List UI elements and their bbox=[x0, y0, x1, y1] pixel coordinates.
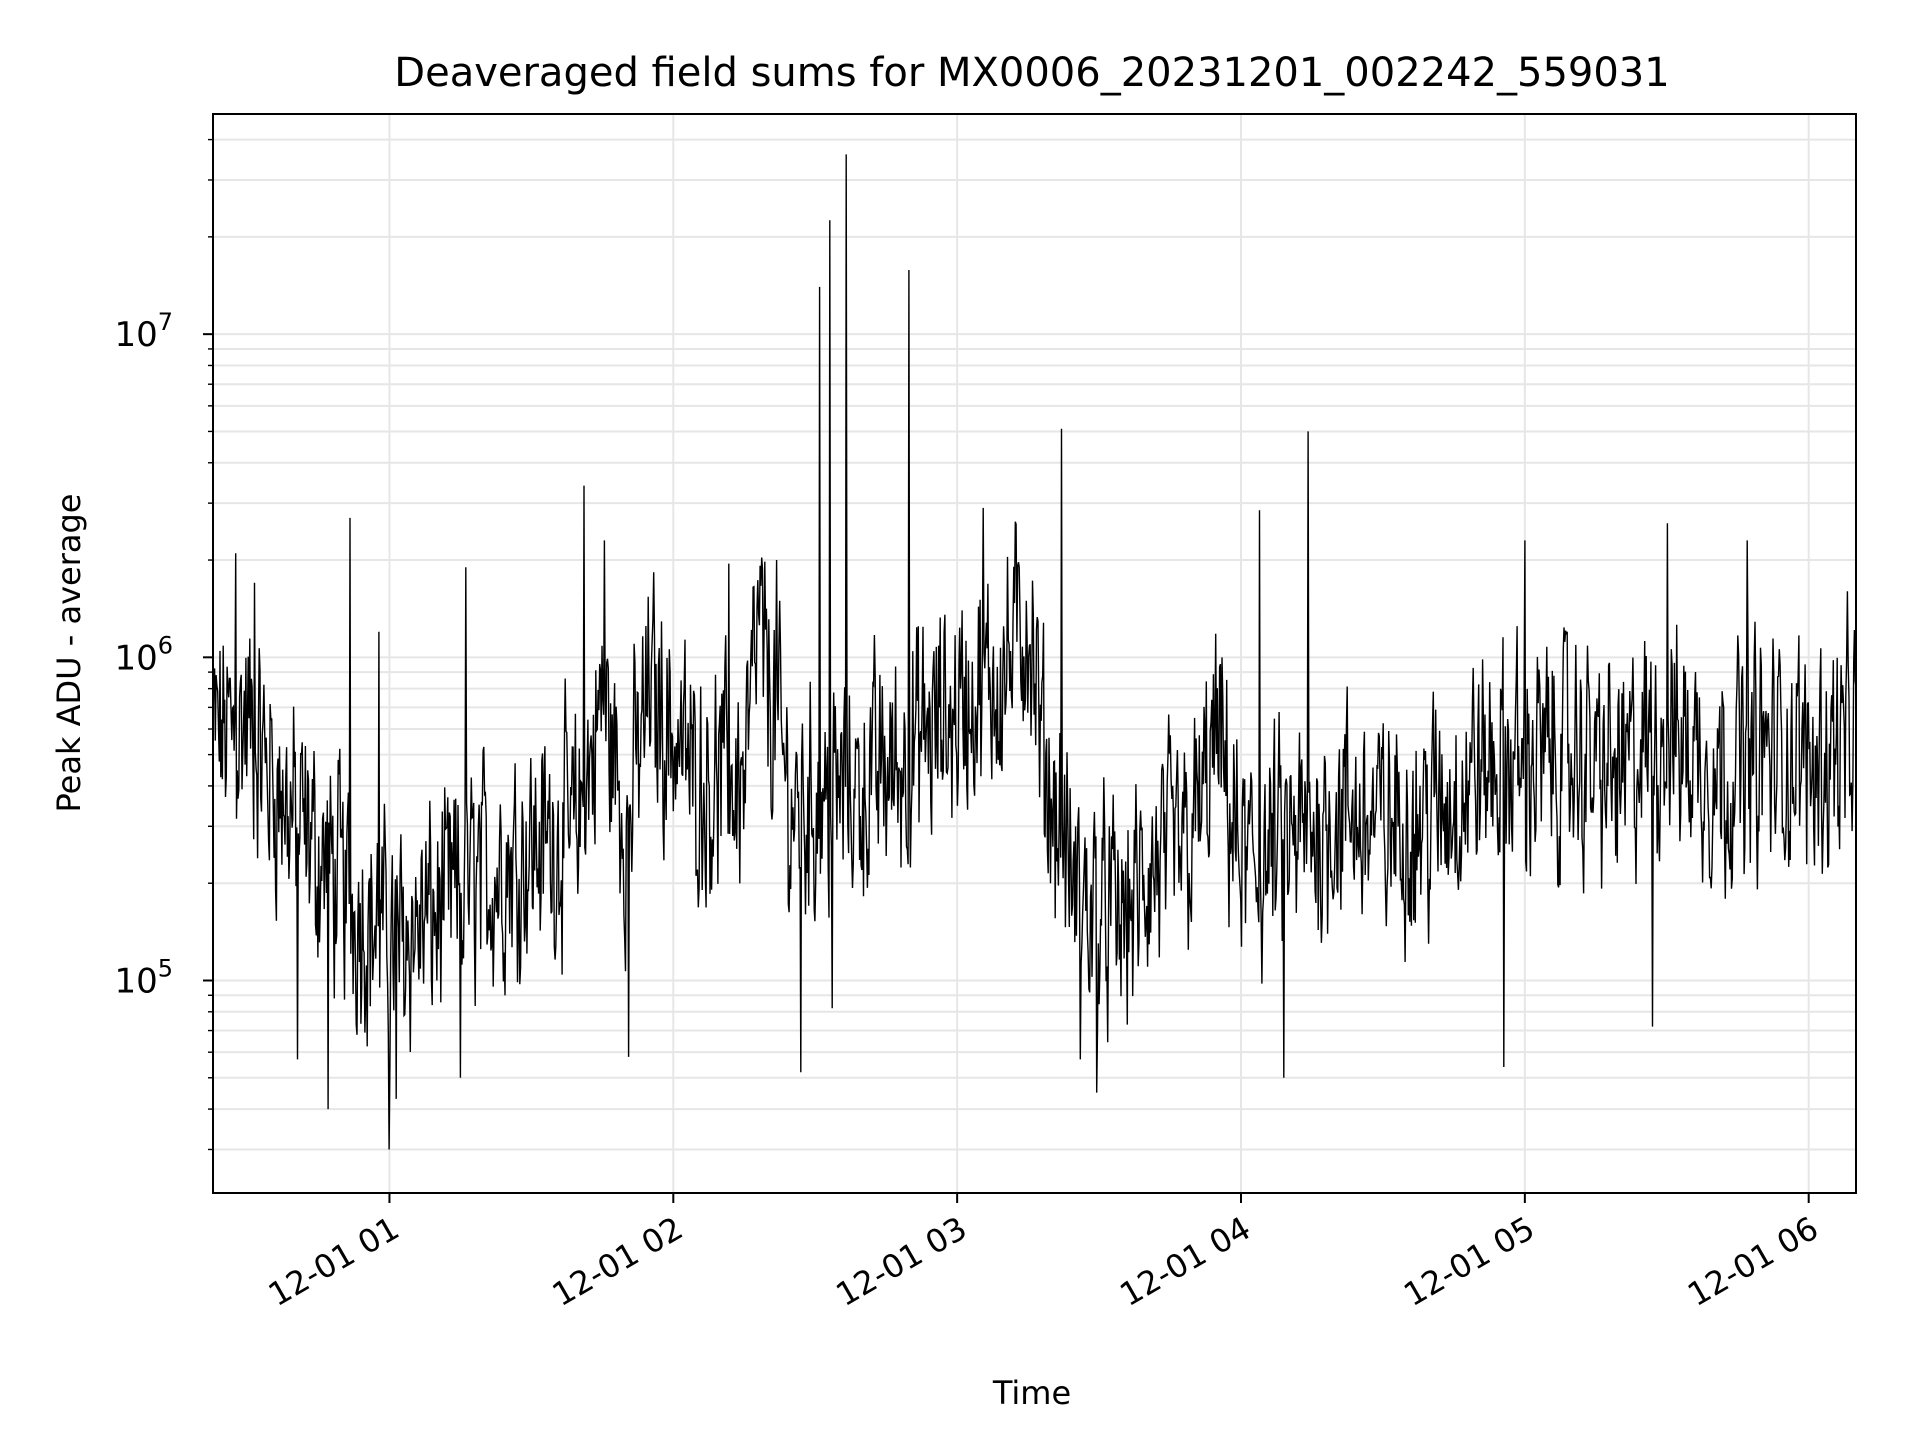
x-tick-label: 12-01 01 bbox=[262, 1209, 406, 1314]
x-tick-label: 12-01 04 bbox=[1113, 1209, 1257, 1314]
chart-title: Deaveraged field sums for MX0006_2023120… bbox=[394, 50, 1669, 96]
x-tick-label: 12-01 05 bbox=[1397, 1209, 1541, 1314]
y-tick-label: 107 bbox=[114, 308, 173, 355]
y-tick-label: 105 bbox=[114, 954, 173, 1001]
y-axis-label: Peak ADU - average bbox=[50, 494, 88, 813]
x-tick-label: 12-01 02 bbox=[546, 1209, 690, 1314]
x-axis-label: Time bbox=[992, 1374, 1071, 1412]
plot-area bbox=[212, 154, 1857, 1150]
x-axis: 12-01 01 12-01 02 12-01 03 12-01 04 12-01 05… bbox=[262, 1193, 1825, 1314]
y-axis: 105 106 107 bbox=[114, 138, 213, 1151]
series-line bbox=[212, 154, 1857, 1150]
x-tick-label: 12-01 06 bbox=[1681, 1209, 1825, 1314]
y-tick-label: 106 bbox=[114, 631, 173, 678]
grid-lines bbox=[213, 114, 1856, 1193]
x-tick-label: 12-01 03 bbox=[830, 1209, 974, 1314]
plot-frame bbox=[212, 113, 1857, 1194]
